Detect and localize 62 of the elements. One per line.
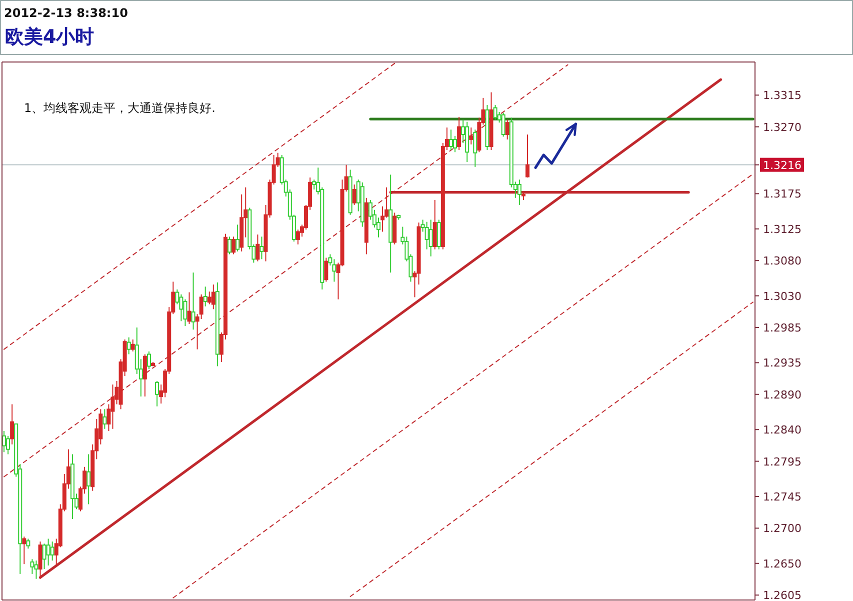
- candlestick: [10, 404, 14, 445]
- chart-title: 欧美4小时: [5, 26, 94, 48]
- candlestick: [203, 286, 208, 307]
- candlestick: [183, 298, 188, 327]
- candlestick: [187, 292, 192, 324]
- annotation: 1、均线客观走平，大通道保持良好.: [24, 101, 216, 115]
- y-tick-label: 1.2985: [763, 321, 802, 334]
- candlestick: [436, 219, 441, 250]
- y-tick-label: 1.3030: [763, 290, 802, 303]
- candlestick: [505, 119, 510, 140]
- candlestick: [517, 179, 522, 206]
- y-tick-label: 1.2605: [763, 589, 802, 601]
- candlestick: [34, 560, 38, 580]
- candlestick: [236, 224, 240, 252]
- y-tick-label: 1.3315: [763, 89, 802, 102]
- candlestick: [324, 257, 328, 282]
- candlestick: [448, 129, 453, 151]
- y-tick-label: 1.3125: [763, 222, 802, 236]
- candlestick: [126, 336, 131, 355]
- candlestick: [473, 129, 478, 168]
- candlestick: [22, 536, 26, 565]
- y-tick-label: 1.2795: [763, 455, 802, 468]
- candlestick: [146, 350, 151, 370]
- candlestick: [50, 541, 54, 562]
- y-tick-label: 1.2650: [763, 557, 802, 570]
- candlestick: [155, 380, 160, 407]
- candlestick: [191, 272, 196, 330]
- candlestick: [26, 538, 30, 550]
- candlestick: [38, 541, 42, 580]
- candlestick: [493, 104, 498, 120]
- candlestick: [110, 384, 115, 430]
- candlestick: [86, 454, 91, 505]
- candlestick: [46, 538, 50, 566]
- y-tick-label: 1.3175: [763, 188, 802, 201]
- candlestick: [207, 291, 212, 305]
- y-tick-label: 1.3080: [763, 254, 802, 268]
- y-tick-label: 1.2890: [763, 388, 802, 402]
- candlestick: [525, 134, 530, 178]
- candlestick: [260, 236, 264, 260]
- candlestick: [228, 236, 232, 255]
- candlestick: [6, 435, 10, 455]
- candlestick: [179, 294, 184, 322]
- candlestick: [211, 284, 216, 310]
- y-tick-label: 1.2935: [763, 356, 802, 370]
- y-tick-label: 1.3270: [763, 120, 802, 134]
- candlestick: [469, 126, 474, 145]
- candlestick: [256, 234, 260, 262]
- candlestick: [102, 408, 107, 430]
- candlestick: [501, 112, 506, 138]
- y-tick-label: 1.2840: [763, 424, 802, 437]
- candlestick: [352, 184, 356, 206]
- candlestick: [457, 116, 462, 151]
- y-tick-label: 1.2745: [763, 490, 802, 504]
- candlestick: [428, 219, 433, 257]
- y-tick-label: 1.3216: [763, 158, 802, 172]
- candlestick: [232, 236, 236, 255]
- candlestick: [130, 338, 135, 352]
- y-tick-label: 1.2700: [763, 522, 802, 536]
- candlestick: [432, 200, 437, 250]
- chart-subtitle: 2012-2-13 8:38:10: [4, 6, 128, 20]
- candlestick: [2, 430, 6, 453]
- candlestick: [142, 354, 147, 397]
